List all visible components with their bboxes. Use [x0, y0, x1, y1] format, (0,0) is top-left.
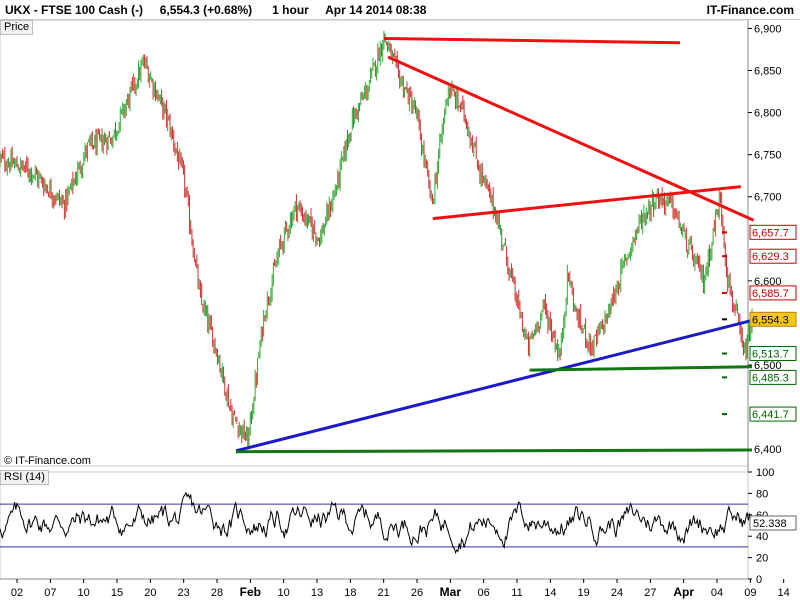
price-change: (+0.68%) — [203, 3, 253, 17]
rsi-tick-label: 80 — [756, 488, 768, 500]
rsi-plot-area[interactable] — [0, 471, 749, 580]
level-badge — [749, 248, 797, 264]
timestamp: Apr 14 2014 08:38 — [325, 3, 427, 17]
x-date-label: 23 — [178, 587, 190, 599]
rsi-tick-label: 20 — [756, 553, 768, 565]
price-tick-label: 6,800 — [754, 108, 782, 120]
chart-header: UKX - FTSE 100 Cash (-) 6,554.3 (+0.68%)… — [0, 0, 800, 20]
candlestick-series — [0, 30, 753, 450]
price-plot-area[interactable] — [0, 19, 749, 467]
last-price: 6,554.3 — [159, 3, 200, 17]
level-badge — [749, 406, 797, 422]
level-label: 6,554.3 — [752, 314, 789, 326]
instrument-name: FTSE 100 Cash (-) — [41, 3, 144, 17]
price-pane-label: Price — [0, 20, 34, 35]
x-date-label: 09 — [744, 587, 756, 599]
rsi-line — [0, 491, 753, 555]
rsi-pane[interactable]: 10080604020052.338 — [0, 467, 797, 586]
price-axis-area — [748, 20, 800, 466]
brand-name: IT-Finance.com — [706, 3, 794, 17]
level-label: 6,657.7 — [752, 227, 789, 239]
level-label: 6,513.7 — [752, 348, 789, 360]
symbol: UKX — [5, 3, 31, 17]
price-pane[interactable]: 6,900 6,850 6,800 6,750 6,700 6,600 6,500 6,400… — [0, 19, 800, 579]
x-date-label: 14 — [544, 587, 556, 599]
x-date-label: 27 — [644, 587, 656, 599]
level-badge — [749, 311, 797, 327]
x-date-label: 19 — [578, 587, 590, 599]
trendline-mid-support[interactable] — [529, 365, 753, 372]
rsi-pane-label: RSI (14) — [0, 470, 49, 485]
level-badge — [749, 285, 797, 301]
header-title: UKX - FTSE 100 Cash (-) 6,554.3 (+0.68%)… — [5, 3, 426, 17]
x-date-label: 13 — [311, 587, 323, 599]
x-date-label: 14 — [778, 587, 790, 599]
price-tick-label: 6,600 — [754, 276, 782, 288]
level-label: 6,629.3 — [752, 251, 789, 263]
x-date-label: 21 — [378, 587, 390, 599]
x-date-label: 18 — [344, 587, 356, 599]
x-date-label: 06 — [478, 587, 490, 599]
x-date-label: 20 — [144, 587, 156, 599]
level-label: 6,585.7 — [752, 288, 789, 300]
x-date-label: 15 — [111, 587, 123, 599]
trendline-rising-support[interactable] — [235, 318, 753, 453]
time-axis: 02 07 10 15 20 23 28 Feb 10 13 18 21 26 Mar 06 11 14 19 24… — [0, 578, 790, 599]
level-badge — [749, 369, 797, 385]
price-tick-label: 6,700 — [754, 192, 782, 204]
trendline-low-support[interactable] — [235, 448, 753, 454]
level-label: 6,485.3 — [752, 372, 789, 384]
x-date-label: 11 — [511, 587, 522, 599]
x-date-label: 02 — [11, 587, 23, 599]
rsi-tick-label: 0 — [756, 574, 762, 586]
rsi-last-badge — [749, 515, 797, 531]
trendline-top-resistance[interactable] — [383, 37, 681, 45]
x-date-label: 24 — [611, 587, 623, 599]
x-date-label: 07 — [44, 587, 56, 599]
x-date-label: 28 — [211, 587, 223, 599]
x-month-label: Apr — [673, 585, 694, 599]
level-badge — [749, 345, 797, 361]
rsi-tick-label: 40 — [756, 531, 768, 543]
x-date-label: 04 — [711, 587, 723, 599]
level-badge — [749, 224, 797, 240]
price-tick-label: 6,900 — [754, 23, 782, 35]
price-tick-label: 6,500 — [754, 360, 782, 372]
price-tick-label: 6,750 — [754, 150, 782, 162]
price-tick-label: 6,400 — [754, 444, 782, 456]
price-tick-label: 6,850 — [754, 65, 782, 77]
x-month-label: Feb — [240, 585, 261, 599]
copyright-text: © IT-Finance.com — [4, 455, 91, 467]
trendline-rising-resistance[interactable] — [432, 185, 741, 221]
rsi-last-value: 52.338 — [753, 518, 787, 530]
interval: 1 hour — [272, 3, 309, 17]
x-date-label: 26 — [411, 587, 423, 599]
rsi-tick-label: 100 — [756, 467, 774, 479]
x-date-label: 10 — [278, 587, 290, 599]
x-month-label: Mar — [440, 585, 462, 599]
level-label: 6,441.7 — [752, 409, 789, 421]
x-date-label: 10 — [78, 587, 90, 599]
separator: - — [33, 3, 38, 17]
